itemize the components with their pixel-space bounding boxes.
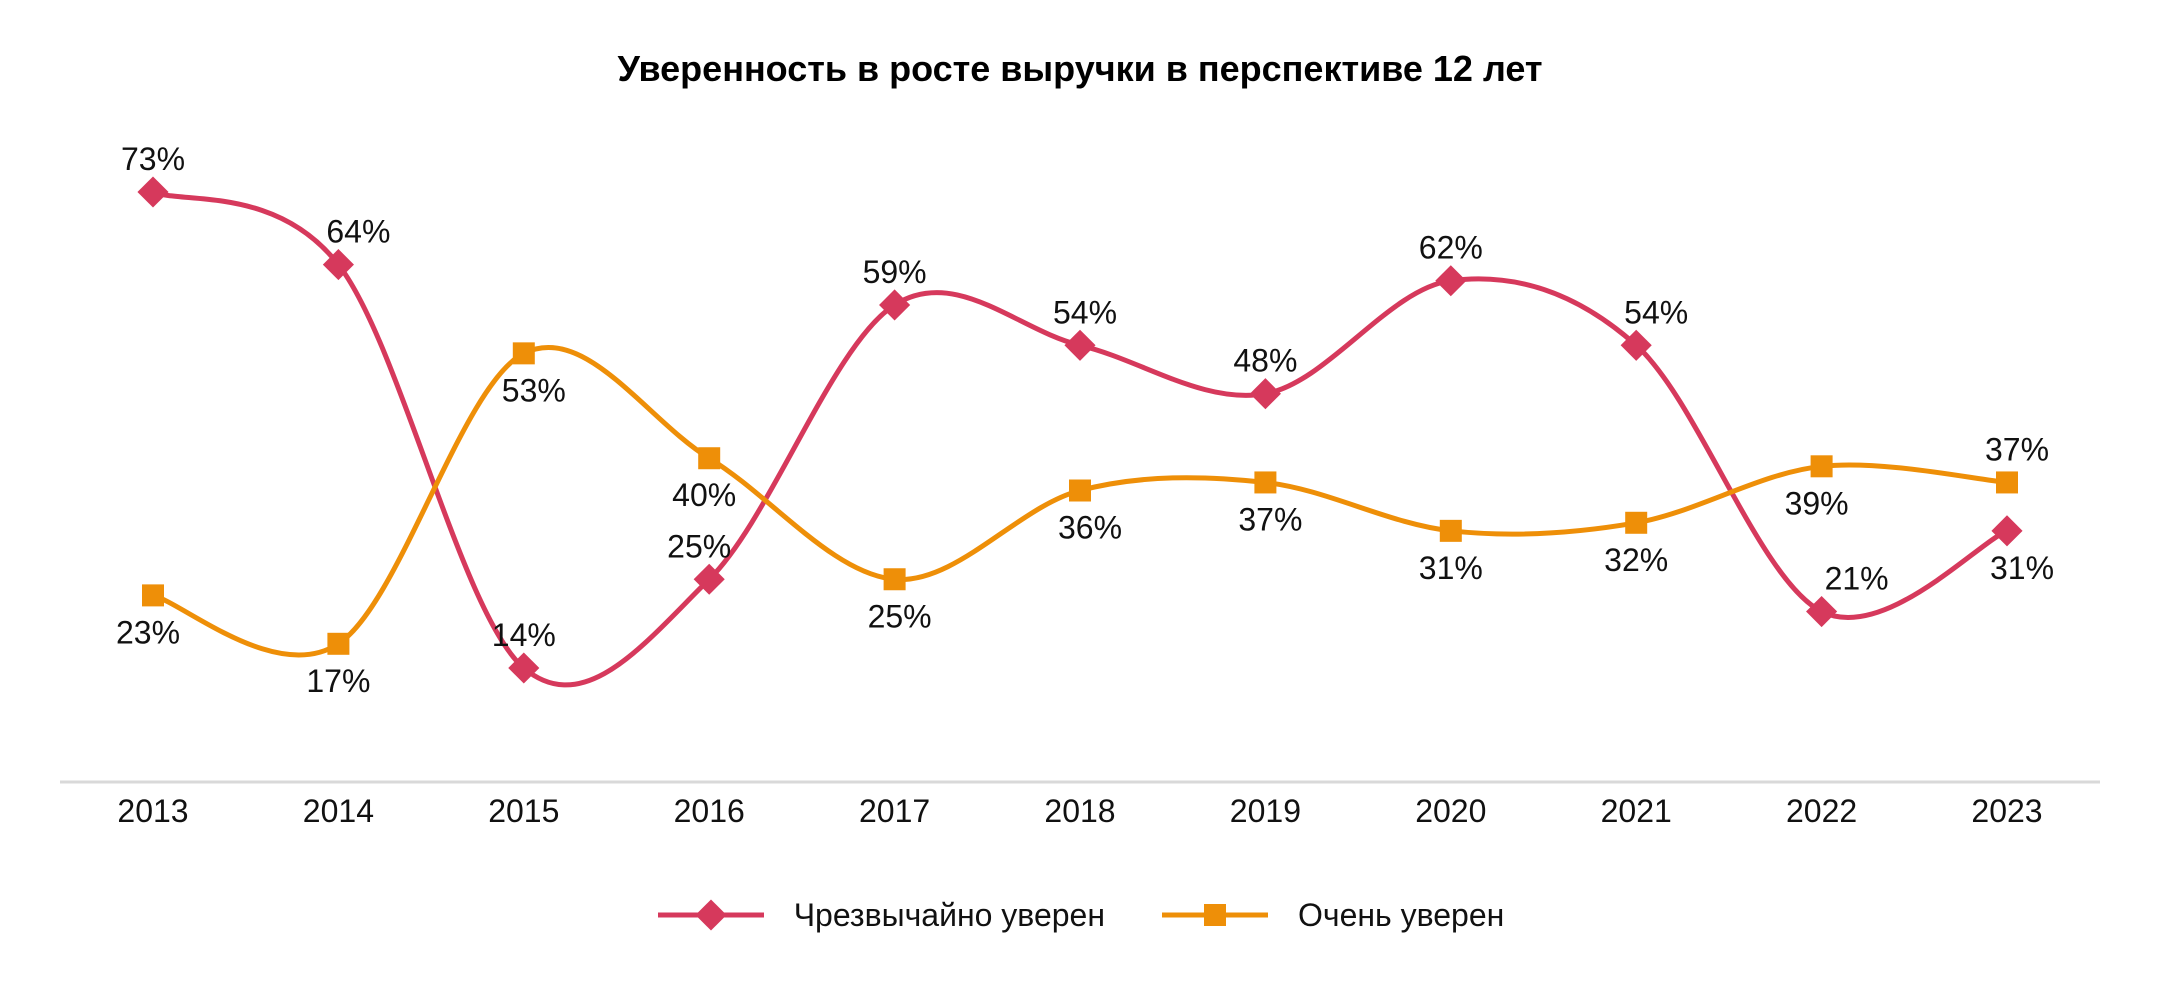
data-point-extremely-confident[interactable]: [322, 249, 354, 281]
data-point-very-confident[interactable]: [1439, 519, 1462, 542]
x-tick-label: 2016: [674, 793, 745, 829]
data-point-extremely-confident[interactable]: [1806, 595, 1838, 628]
x-tick-label: 2023: [1971, 793, 2042, 829]
data-label-layer: 73% 64% 14% 25% 59% 54% 48% 62% 54% 21% 31% 23% 17% 5…: [116, 141, 2054, 699]
data-label-extremely-confident: 14%: [492, 617, 556, 653]
legend-item-extremely-confident[interactable]: Чрезвычайно уверен: [656, 895, 1105, 935]
data-point-very-confident[interactable]: [1810, 455, 1833, 478]
data-label-extremely-confident: 25%: [667, 528, 731, 564]
data-point-extremely-confident[interactable]: [137, 176, 169, 208]
legend-label-very-confident: Очень уверен: [1298, 896, 1505, 933]
data-point-extremely-confident[interactable]: [1064, 329, 1096, 361]
x-tick-label: 2021: [1601, 793, 1672, 829]
data-label-very-confident: 53%: [502, 372, 566, 408]
data-label-extremely-confident: 54%: [1624, 294, 1688, 330]
x-tick-label: 2014: [303, 793, 374, 829]
data-point-extremely-confident[interactable]: [1249, 378, 1281, 410]
legend-label-extremely-confident: Чрезвычайно уверен: [793, 896, 1105, 933]
data-label-extremely-confident: 73%: [121, 141, 185, 177]
data-label-extremely-confident: 21%: [1825, 561, 1889, 597]
data-point-very-confident[interactable]: [142, 584, 164, 607]
data-point-very-confident[interactable]: [1996, 471, 2018, 494]
data-label-extremely-confident: 48%: [1233, 343, 1297, 379]
data-label-very-confident: 39%: [1785, 485, 1849, 521]
data-point-very-confident[interactable]: [512, 342, 535, 365]
x-tick-label: 2022: [1786, 793, 1857, 829]
data-point-very-confident[interactable]: [1254, 471, 1277, 494]
legend-diamond-marker-icon: [657, 899, 764, 931]
data-point-very-confident[interactable]: [698, 447, 721, 470]
data-point-extremely-confident[interactable]: [1620, 329, 1652, 361]
data-label-extremely-confident: 54%: [1053, 294, 1117, 330]
data-label-extremely-confident: 62%: [1419, 230, 1483, 266]
series-line-extremely-confident: [150, 189, 2010, 688]
x-tick-label: 2020: [1415, 793, 1486, 829]
data-point-extremely-confident[interactable]: [879, 289, 911, 321]
data-point-very-confident[interactable]: [327, 632, 350, 655]
x-tick-label: 2018: [1044, 793, 1115, 829]
series-line-very-confident: [150, 345, 2010, 658]
series-layer: [150, 189, 2010, 688]
data-label-very-confident: 37%: [1238, 501, 1302, 537]
x-tick-label: 2013: [117, 793, 188, 829]
data-point-very-confident[interactable]: [1069, 479, 1091, 502]
data-label-extremely-confident: 31%: [1990, 550, 2054, 586]
data-point-very-confident[interactable]: [883, 568, 906, 591]
data-label-very-confident: 17%: [306, 663, 370, 699]
chart-title: Уверенность в росте выручки в перспектив…: [617, 48, 1543, 89]
x-tick-label: 2015: [488, 793, 559, 829]
data-label-very-confident: 32%: [1604, 542, 1668, 578]
x-tick-label-layer: 2013 2014 2015 2016 2017 2018 2019 2020 2021 2022…: [117, 793, 2042, 829]
data-label-extremely-confident: 64%: [326, 214, 390, 250]
data-label-very-confident: 40%: [672, 477, 736, 513]
data-point-very-confident[interactable]: [1625, 511, 1648, 534]
data-label-very-confident: 36%: [1058, 510, 1122, 546]
data-label-very-confident: 23%: [116, 614, 180, 650]
data-label-very-confident: 25%: [868, 598, 932, 634]
x-tick-label: 2019: [1230, 793, 1301, 829]
legend-item-very-confident[interactable]: Очень уверен: [1160, 895, 1504, 935]
legend-square-marker-icon: [1162, 904, 1268, 926]
data-point-extremely-confident[interactable]: [1435, 265, 1467, 297]
x-tick-label: 2017: [859, 793, 930, 829]
data-point-extremely-confident[interactable]: [1991, 515, 2023, 547]
data-label-very-confident: 31%: [1419, 550, 1483, 586]
data-label-extremely-confident: 59%: [863, 254, 927, 290]
data-label-very-confident: 37%: [1985, 431, 2049, 467]
marker-layer: [137, 176, 2023, 684]
legend: Чрезвычайно уверен Очень уверен: [0, 895, 2160, 935]
